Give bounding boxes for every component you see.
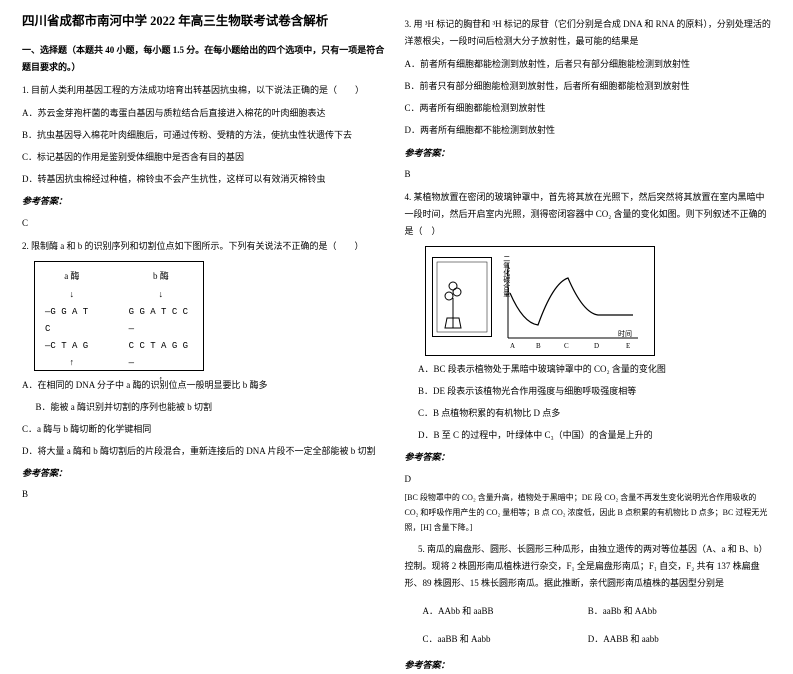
q1-stem: 1. 目前人类利用基因工程的方法成功培育出转基因抗虫棉，以下说法正确的是（ ） bbox=[22, 82, 389, 99]
enzyme-b-seq1: G G A T C C— bbox=[129, 304, 193, 338]
arrow-up-icon: ↑ bbox=[129, 372, 193, 389]
q3-stem: 3. 用 ³H 标记的胸苷和 ³H 标记的尿苷（它们分别是合成 DNA 和 RN… bbox=[405, 16, 772, 50]
q4-plant-figure: A B C D E 时间 二氧化碳含量 bbox=[425, 246, 655, 356]
q4-opt-d: D．B 至 C 的过程中，叶绿体中 C₃（中国）的含量是上升的 bbox=[405, 427, 772, 444]
q2-opt-d: D．将大量 a 酶和 b 酶切割后的片段混合，重新连接后的 DNA 片段不一定全… bbox=[22, 443, 389, 460]
q2-ref: 参考答案： bbox=[22, 465, 389, 482]
co2-curve-chart: A B C D E 时间 bbox=[498, 253, 648, 353]
q4-opt-a: A．BC 段表示植物处于黑暗中玻璃钟罩中的 CO₂ 含量的变化图 bbox=[405, 361, 772, 378]
q3-opt-d: D．两者所有细胞都不能检测到放射性 bbox=[405, 122, 772, 139]
enzyme-a-seq2: —C T A G bbox=[45, 338, 99, 355]
arrow-down-icon: ↓ bbox=[129, 287, 193, 304]
q5-ref: 参考答案： bbox=[405, 657, 772, 674]
enzyme-a-seq1: —G G A T C bbox=[45, 304, 99, 338]
q5-opt-a: A．AAbb 和 aaBB bbox=[405, 603, 588, 620]
svg-text:D: D bbox=[594, 342, 599, 350]
arrow-up-icon: ↑ bbox=[45, 355, 99, 372]
q1-ans: C bbox=[22, 215, 389, 232]
q4-opt-c: C．B 点植物积累的有机物比 D 点多 bbox=[405, 405, 772, 422]
q1-opt-a: A．苏云金芽孢杆菌的毒蛋白基因与质粒结合后直接进入棉花的叶肉细胞表达 bbox=[22, 105, 389, 122]
svg-text:E: E bbox=[626, 342, 630, 350]
q1-ref: 参考答案： bbox=[22, 193, 389, 210]
q5-opt-c: C．aaBB 和 Aabb bbox=[405, 631, 588, 648]
q5-opt-d: D．AABB 和 aabb bbox=[588, 631, 771, 648]
left-column: 四川省成都市南河中学 2022 年高三生物联考试卷含解析 一、选择题（本题共 4… bbox=[14, 10, 397, 551]
plant-jar-icon bbox=[432, 257, 492, 337]
q3-ref: 参考答案： bbox=[405, 145, 772, 162]
q1-opt-d: D．转基因抗虫棉经过种植，棉铃虫不会产生抗性，这样可以有效消灭棉铃虫 bbox=[22, 171, 389, 188]
q5-opt-b: B．aaBb 和 AAbb bbox=[588, 603, 771, 620]
q3-opt-b: B．前者只有部分细胞能检测到放射性，后者所有细胞都能检测到放射性 bbox=[405, 78, 772, 95]
q2-ans: B bbox=[22, 486, 389, 503]
q2-opt-c: C．a 酶与 b 酶切断的化学键相同 bbox=[22, 421, 389, 438]
q4-ref: 参考答案： bbox=[405, 449, 772, 466]
exam-title: 四川省成都市南河中学 2022 年高三生物联考试卷含解析 bbox=[22, 10, 389, 34]
enzyme-b-block: b 酶 ↓ G G A T C C— C C T A G G— ↑ bbox=[129, 268, 193, 390]
svg-text:时间: 时间 bbox=[618, 329, 632, 338]
q4-ans: D bbox=[405, 471, 772, 488]
q3-opt-a: A．前者所有细胞都能检测到放射性，后者只有部分细胞能检测到放射性 bbox=[405, 56, 772, 73]
svg-text:A: A bbox=[510, 342, 515, 350]
q4-stem: 4. 某植物放置在密闭的玻璃钟罩中，首先将其放在光照下，然后突然将其放置在室内黑… bbox=[405, 189, 772, 240]
q2-enzyme-figure: a 酶 ↓ —G G A T C —C T A G ↑ b 酶 ↓ G G A … bbox=[34, 261, 204, 371]
svg-text:B: B bbox=[536, 342, 541, 350]
enzyme-b-label: b 酶 bbox=[129, 268, 193, 285]
q2-opt-b: B．能被 a 酶识别并切割的序列也能被 b 切割 bbox=[22, 399, 389, 416]
q3-ans: B bbox=[405, 166, 772, 183]
section-header: 一、选择题（本题共 40 小题，每小题 1.5 分。在每小题给出的四个选项中，只… bbox=[22, 42, 389, 76]
svg-text:C: C bbox=[564, 342, 569, 350]
enzyme-b-seq2: C C T A G G— bbox=[129, 338, 193, 372]
q4-explain: [BC 段物罩中的 CO₂ 含量升高，植物处于黑暗中；DE 段 CO₂ 含量不再… bbox=[405, 490, 772, 536]
q4-opt-b: B．DE 段表示该植物光合作用强度与细胞呼吸强度相等 bbox=[405, 383, 772, 400]
q3-opt-c: C．两者所有细胞都能检测到放射性 bbox=[405, 100, 772, 117]
right-column: 3. 用 ³H 标记的胸苷和 ³H 标记的尿苷（它们分别是合成 DNA 和 RN… bbox=[397, 10, 780, 551]
q1-opt-c: C．标记基因的作用是鉴别受体细胞中是否含有目的基因 bbox=[22, 149, 389, 166]
enzyme-a-block: a 酶 ↓ —G G A T C —C T A G ↑ bbox=[45, 268, 99, 390]
q1-opt-b: B．抗虫基因导入棉花叶肉细胞后，可通过传粉、受精的方法，使抗虫性状遗传下去 bbox=[22, 127, 389, 144]
q2-stem: 2. 限制酶 a 和 b 的识别序列和切割位点如下图所示。下列有关说法不正确的是… bbox=[22, 238, 389, 255]
enzyme-a-label: a 酶 bbox=[45, 268, 99, 285]
q5-stem: 5. 南瓜的扁盘形、圆形、长圆形三种瓜形，由独立遗传的两对等位基因（A、a 和 … bbox=[405, 541, 772, 592]
arrow-down-icon: ↓ bbox=[45, 287, 99, 304]
y-axis-label: 二氧化碳含量 bbox=[500, 255, 513, 297]
